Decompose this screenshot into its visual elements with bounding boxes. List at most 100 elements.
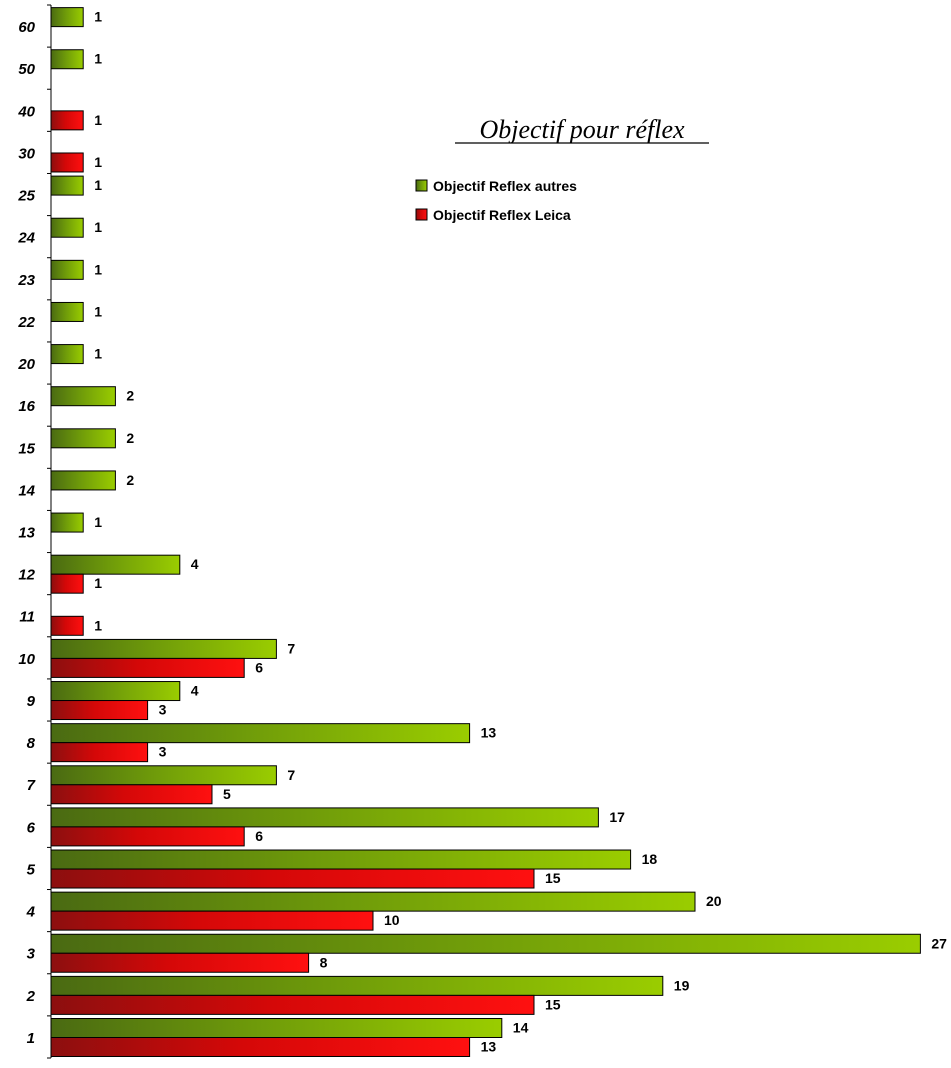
bar-leica-1 <box>50 1037 471 1057</box>
bar-autres-20 <box>50 344 84 365</box>
legend-label-leica: Objectif Reflex Leica <box>433 207 571 223</box>
bar-autres-60 <box>50 7 84 28</box>
value-label-autres-14: 2 <box>126 472 134 488</box>
value-label-autres-6: 17 <box>609 809 625 825</box>
category-label-20: 20 <box>17 356 35 373</box>
value-label-leica-3: 8 <box>320 954 328 970</box>
bar-autres-15 <box>50 428 116 449</box>
value-label-autres-23: 1 <box>94 261 102 277</box>
bar-autres-8 <box>50 723 471 744</box>
bar-leica-10 <box>50 657 245 678</box>
value-label-leica-40: 1 <box>94 112 102 128</box>
bar-autres-1 <box>50 1018 503 1038</box>
value-label-autres-10: 7 <box>287 640 295 656</box>
value-label-autres-22: 1 <box>94 303 102 319</box>
value-label-autres-20: 1 <box>94 346 102 362</box>
value-labels: 1413191527820101815176751334376141122211… <box>94 9 947 1055</box>
category-label-25: 25 <box>17 188 35 205</box>
bar-autres-3 <box>50 933 921 954</box>
value-label-autres-13: 1 <box>94 514 102 530</box>
value-label-leica-2: 15 <box>545 996 561 1012</box>
chart-title-group: Objectif pour réflex <box>455 115 709 144</box>
y-axis-ticks <box>47 4 51 1059</box>
bar-autres-22 <box>50 301 84 322</box>
value-label-leica-1: 13 <box>481 1039 497 1055</box>
value-label-autres-4: 20 <box>706 893 722 909</box>
category-label-4: 4 <box>26 904 36 921</box>
chart-title: Objectif pour réflex <box>479 115 685 144</box>
value-label-autres-24: 1 <box>94 219 102 235</box>
category-label-22: 22 <box>17 314 35 331</box>
value-label-leica-7: 5 <box>223 786 231 802</box>
value-label-leica-6: 6 <box>255 828 263 844</box>
category-label-3: 3 <box>27 946 36 963</box>
value-label-leica-8: 3 <box>159 744 167 760</box>
category-label-6: 6 <box>27 819 36 836</box>
value-label-leica-30: 1 <box>94 154 102 170</box>
category-label-16: 16 <box>18 398 35 415</box>
category-label-5: 5 <box>27 861 36 878</box>
value-label-leica-10: 6 <box>255 659 263 675</box>
category-labels: 1234567891011121314151620222324253040506… <box>17 19 35 1047</box>
bar-leica-11 <box>50 615 84 636</box>
value-label-autres-1: 14 <box>513 1020 529 1036</box>
value-label-autres-60: 1 <box>94 9 102 25</box>
category-label-24: 24 <box>17 230 35 247</box>
legend-swatch-leica <box>415 208 428 221</box>
legend-label-autres: Objectif Reflex autres <box>433 178 577 194</box>
bar-autres-13 <box>50 512 84 533</box>
value-label-autres-9: 4 <box>191 683 199 699</box>
bar-autres-6 <box>50 807 599 828</box>
bar-autres-7 <box>50 765 277 786</box>
legend: Objectif Reflex autres Objectif Reflex L… <box>415 178 577 223</box>
value-label-autres-8: 13 <box>481 725 497 741</box>
value-label-leica-9: 3 <box>159 702 167 718</box>
category-label-11: 11 <box>19 609 35 626</box>
bar-autres-5 <box>50 849 632 870</box>
bar-autres-25 <box>50 175 84 196</box>
bar-leica-4 <box>50 910 374 931</box>
category-label-60: 60 <box>18 19 35 36</box>
bar-leica-3 <box>50 952 310 973</box>
bar-autres-14 <box>50 470 116 491</box>
value-label-autres-16: 2 <box>126 388 134 404</box>
value-label-autres-12: 4 <box>191 556 199 572</box>
legend-swatch-autres <box>415 179 428 192</box>
value-label-leica-11: 1 <box>94 617 102 633</box>
bar-leica-2 <box>50 994 535 1015</box>
value-label-leica-5: 15 <box>545 870 561 886</box>
bar-autres-2 <box>50 975 664 996</box>
bar-autres-12 <box>50 554 181 575</box>
bar-leica-40 <box>50 110 84 131</box>
bar-leica-8 <box>50 742 149 763</box>
value-label-autres-5: 18 <box>642 851 658 867</box>
category-label-10: 10 <box>18 651 35 668</box>
bar-leica-5 <box>50 868 535 889</box>
value-label-autres-2: 19 <box>674 977 690 993</box>
category-label-50: 50 <box>18 61 35 78</box>
category-label-23: 23 <box>17 272 35 289</box>
value-label-leica-12: 1 <box>94 575 102 591</box>
value-label-autres-3: 27 <box>931 935 947 951</box>
category-label-14: 14 <box>18 482 35 499</box>
bar-autres-50 <box>50 49 84 70</box>
category-label-30: 30 <box>18 145 35 162</box>
category-label-13: 13 <box>18 525 35 542</box>
bar-leica-12 <box>50 573 84 594</box>
category-label-9: 9 <box>27 693 36 710</box>
value-label-autres-15: 2 <box>126 430 134 446</box>
bar-leica-30 <box>50 152 84 173</box>
category-label-8: 8 <box>27 735 36 752</box>
bar-autres-24 <box>50 217 84 238</box>
category-label-15: 15 <box>18 440 35 457</box>
value-label-autres-25: 1 <box>94 177 102 193</box>
bar-leica-6 <box>50 826 245 847</box>
value-label-autres-50: 1 <box>94 51 102 67</box>
bar-autres-4 <box>50 891 696 912</box>
bar-autres-23 <box>50 259 84 280</box>
bars-layer <box>50 7 921 1057</box>
bar-autres-16 <box>50 386 116 407</box>
category-label-12: 12 <box>18 567 35 584</box>
bar-leica-9 <box>50 700 149 721</box>
